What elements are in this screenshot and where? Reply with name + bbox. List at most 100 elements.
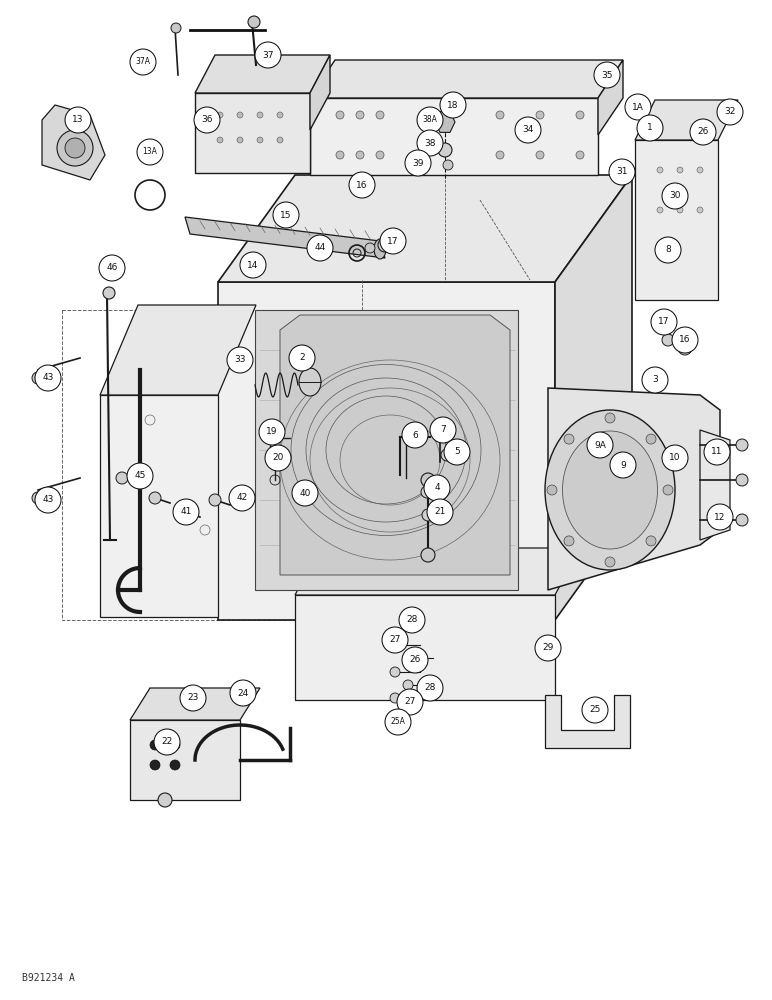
Circle shape (307, 235, 333, 261)
Text: 18: 18 (447, 101, 459, 109)
Text: 42: 42 (236, 493, 248, 502)
Polygon shape (310, 60, 623, 98)
Polygon shape (310, 55, 330, 130)
Circle shape (564, 536, 574, 546)
Circle shape (209, 494, 221, 506)
Text: 30: 30 (669, 192, 681, 200)
Circle shape (170, 740, 180, 750)
Circle shape (376, 111, 384, 119)
Circle shape (292, 480, 318, 506)
Circle shape (421, 548, 435, 562)
Circle shape (402, 647, 428, 673)
Polygon shape (42, 105, 105, 180)
Polygon shape (435, 112, 455, 132)
Circle shape (257, 112, 263, 118)
Circle shape (536, 111, 544, 119)
Ellipse shape (563, 431, 658, 549)
Circle shape (587, 432, 613, 458)
Polygon shape (635, 100, 738, 140)
Text: 1: 1 (647, 123, 653, 132)
Text: 43: 43 (42, 373, 54, 382)
Circle shape (158, 793, 172, 807)
Text: 25A: 25A (391, 718, 405, 726)
Circle shape (515, 117, 541, 143)
Circle shape (376, 151, 384, 159)
Circle shape (736, 474, 748, 486)
Circle shape (677, 207, 683, 213)
Text: 17: 17 (659, 318, 670, 326)
Text: 28: 28 (406, 615, 418, 624)
Text: 34: 34 (523, 125, 533, 134)
Circle shape (662, 445, 688, 471)
Circle shape (496, 111, 504, 119)
Text: 37A: 37A (136, 57, 151, 66)
Circle shape (32, 372, 44, 384)
Circle shape (378, 238, 392, 252)
Polygon shape (280, 315, 510, 575)
Circle shape (417, 130, 443, 156)
Circle shape (179, 506, 191, 518)
Circle shape (57, 130, 93, 166)
Circle shape (356, 151, 364, 159)
Circle shape (594, 62, 620, 88)
Circle shape (380, 228, 406, 254)
Circle shape (365, 243, 375, 253)
Circle shape (227, 347, 253, 373)
Circle shape (116, 472, 128, 484)
Text: 22: 22 (161, 738, 173, 746)
Circle shape (610, 452, 636, 478)
Circle shape (390, 640, 400, 650)
Circle shape (382, 627, 408, 653)
Polygon shape (545, 695, 630, 748)
Circle shape (180, 685, 206, 711)
Text: 1A: 1A (632, 103, 644, 111)
Circle shape (736, 514, 748, 526)
Circle shape (422, 509, 434, 521)
Text: 12: 12 (714, 512, 726, 522)
Circle shape (35, 365, 61, 391)
Circle shape (421, 473, 435, 487)
Polygon shape (130, 688, 260, 720)
Text: 8: 8 (665, 245, 671, 254)
Circle shape (424, 475, 450, 501)
Circle shape (535, 635, 561, 661)
Circle shape (536, 151, 544, 159)
Circle shape (657, 207, 663, 213)
Circle shape (257, 137, 263, 143)
Polygon shape (548, 388, 720, 590)
Circle shape (217, 112, 223, 118)
Circle shape (399, 607, 425, 633)
Circle shape (154, 729, 180, 755)
Text: 28: 28 (425, 684, 435, 692)
Circle shape (417, 107, 443, 133)
Circle shape (240, 252, 266, 278)
Polygon shape (100, 305, 256, 395)
Circle shape (390, 693, 400, 703)
Polygon shape (100, 395, 218, 617)
Circle shape (170, 760, 180, 770)
Text: 20: 20 (273, 454, 283, 462)
Circle shape (336, 151, 344, 159)
Polygon shape (185, 217, 385, 258)
Circle shape (697, 207, 703, 213)
Circle shape (678, 341, 692, 355)
Text: 46: 46 (107, 263, 117, 272)
Text: 6: 6 (412, 430, 418, 440)
Circle shape (259, 419, 285, 445)
Text: 13: 13 (73, 115, 83, 124)
Circle shape (273, 202, 299, 228)
Circle shape (438, 143, 452, 157)
Polygon shape (195, 93, 310, 173)
Text: 26: 26 (697, 127, 709, 136)
Text: 23: 23 (188, 694, 198, 702)
Text: 11: 11 (711, 448, 723, 456)
Text: 27: 27 (389, 636, 401, 645)
Polygon shape (295, 595, 555, 700)
Circle shape (32, 492, 44, 504)
Text: 24: 24 (237, 688, 249, 698)
Circle shape (99, 255, 125, 281)
Circle shape (385, 709, 411, 735)
Circle shape (736, 439, 748, 451)
Circle shape (277, 112, 283, 118)
Circle shape (194, 107, 220, 133)
